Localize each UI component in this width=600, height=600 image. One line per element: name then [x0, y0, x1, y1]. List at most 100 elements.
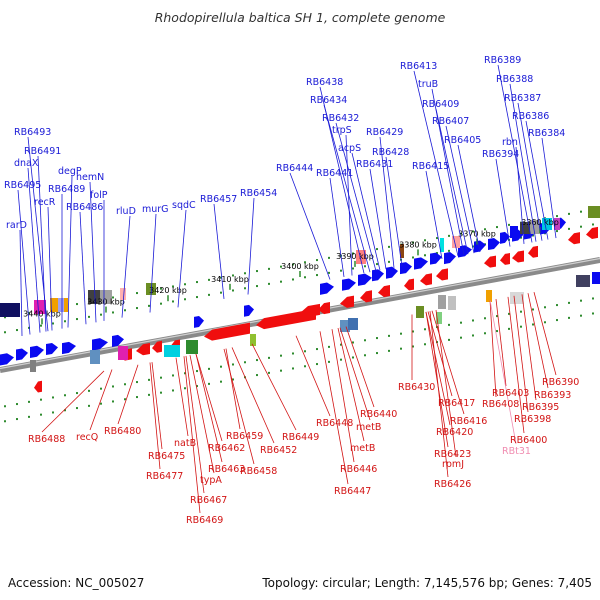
track-dot — [184, 372, 186, 375]
feature-block — [588, 206, 600, 218]
gene-arrow-reverse — [256, 308, 316, 330]
track-dot — [16, 329, 18, 332]
leader-line-bottom — [149, 362, 161, 470]
feature-block — [100, 290, 112, 304]
scale-tick-label: 3440 kbp — [23, 309, 61, 318]
leader-line-bottom — [345, 326, 375, 408]
topology-text: Topology: circular; Length: 7,145,576 bp… — [262, 576, 592, 590]
track-dot — [568, 212, 570, 215]
track-dot — [4, 420, 6, 423]
track-dot — [316, 259, 318, 262]
gene-label-bottom: rpmJ — [442, 459, 464, 470]
track-dot — [160, 287, 162, 290]
track-dot — [244, 287, 246, 290]
feature-block — [452, 236, 460, 248]
track-dot — [28, 415, 30, 418]
track-dot — [448, 234, 450, 237]
leader-line-bottom — [513, 295, 529, 413]
track-dot — [64, 394, 66, 397]
track-dot — [388, 260, 390, 263]
gene-arrow-reverse — [318, 302, 330, 315]
track-dot — [388, 245, 390, 248]
track-dot — [376, 337, 378, 340]
track-dot — [196, 385, 198, 388]
gene-arrow-forward — [488, 237, 500, 251]
track-dot — [580, 225, 582, 228]
gene-label-top: RB6387 — [504, 93, 541, 104]
gene-label-top: degP — [58, 166, 82, 177]
track-dot — [160, 302, 162, 305]
feature-block — [0, 303, 20, 317]
track-dot — [424, 254, 426, 257]
leader-line-top — [495, 158, 511, 247]
gene-arrow-forward — [372, 269, 384, 282]
gene-arrow-reverse — [360, 290, 372, 303]
leader-line-bottom — [429, 311, 449, 478]
track-dot — [340, 269, 342, 272]
gene-label-bottom: RB6475 — [148, 451, 185, 462]
feature-block — [58, 298, 64, 312]
track-dot — [412, 241, 414, 244]
track-dot — [484, 228, 486, 231]
track-dot — [352, 267, 354, 270]
gene-label-bottom: RB6423 — [434, 449, 471, 460]
leader-line-top — [17, 189, 31, 335]
leader-line-top — [457, 144, 481, 253]
gene-label-top: RB6432 — [322, 113, 359, 124]
gene-label-top: folP — [90, 190, 108, 201]
track-dot — [112, 385, 114, 388]
leader-line-bottom — [495, 299, 507, 387]
gene-arrow-forward — [342, 278, 356, 291]
track-dot — [592, 297, 594, 300]
track-dot — [304, 276, 306, 279]
gene-label-bottom: RB6426 — [434, 479, 471, 490]
gene-label-bottom: recQ — [76, 432, 98, 443]
leader-line-bottom — [89, 369, 113, 431]
track-dot — [376, 352, 378, 355]
gene-arrow-forward — [16, 348, 28, 361]
gene-arrow-forward — [386, 266, 398, 279]
gene-label-top: RB6438 — [306, 77, 343, 88]
leader-line-bottom — [151, 362, 163, 450]
feature-block — [400, 244, 404, 258]
feature-block — [118, 346, 128, 360]
track-dot — [460, 232, 462, 235]
leader-line-bottom — [331, 329, 355, 463]
track-dot — [508, 327, 510, 330]
track-dot — [424, 343, 426, 346]
gene-label-top: murG — [142, 204, 169, 215]
track-dot — [352, 356, 354, 359]
track-dot — [244, 361, 246, 364]
track-dot — [88, 404, 90, 407]
track-dot — [220, 380, 222, 383]
gene-label-bottom: RB6420 — [436, 427, 473, 438]
track-dot — [316, 348, 318, 351]
track-dot — [580, 210, 582, 213]
leader-line-top — [89, 181, 97, 323]
genome-title: Rhodopirellula baltica SH 1, complete ge… — [155, 10, 446, 25]
gene-label-bottom: RB6393 — [534, 390, 571, 401]
feature-block — [34, 300, 46, 314]
gene-label-bottom: RB6467 — [190, 495, 227, 506]
gene-label-bottom: RB6440 — [360, 409, 397, 420]
leader-line-bottom — [183, 356, 201, 514]
track-dot — [232, 378, 234, 381]
gene-label-top: acpS — [338, 143, 361, 154]
track-dot — [76, 303, 78, 306]
track-dot — [328, 360, 330, 363]
leader-line-bottom — [195, 353, 223, 442]
track-dot — [328, 345, 330, 348]
track-dot — [220, 291, 222, 294]
track-dot — [208, 293, 210, 296]
track-dot — [460, 336, 462, 339]
leader-line-top — [47, 206, 53, 331]
track-dot — [304, 350, 306, 353]
track-dot — [160, 376, 162, 379]
track-dot — [412, 256, 414, 259]
track-dot — [76, 392, 78, 395]
gene-arrow-reverse — [136, 342, 150, 356]
track-dot — [28, 400, 30, 403]
track-dot — [304, 261, 306, 264]
track-dot — [400, 332, 402, 335]
track-dot — [568, 301, 570, 304]
